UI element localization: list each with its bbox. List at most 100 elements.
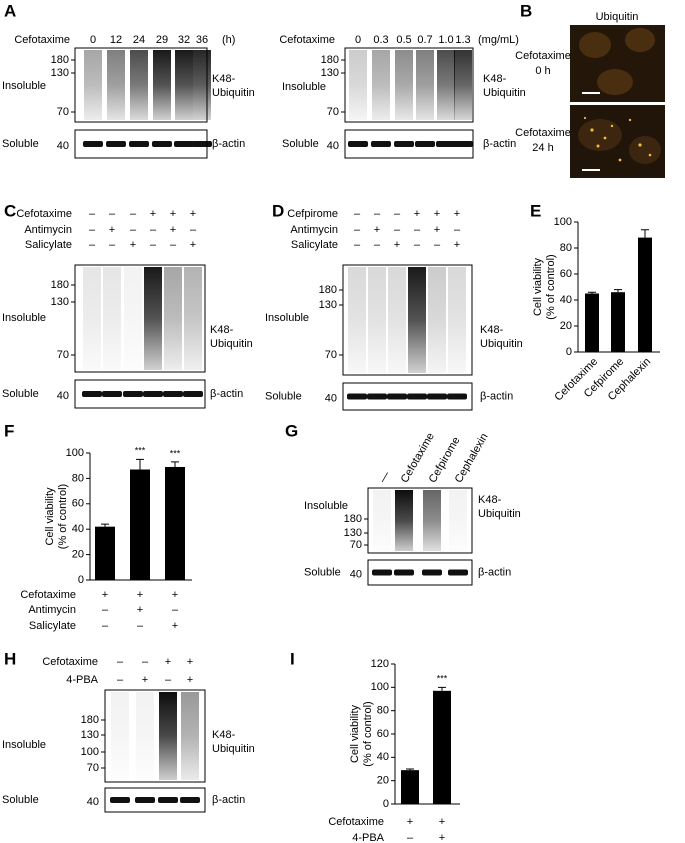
- image-title: Ubiquitin: [596, 11, 639, 23]
- insoluble-label: Insoluble: [2, 312, 46, 324]
- row-label: Cefotaxime: [20, 589, 76, 601]
- marker-label: 180: [81, 714, 99, 726]
- actin-band: [143, 391, 163, 397]
- lane-label: –: [190, 224, 197, 236]
- actin-band: [129, 141, 149, 147]
- actin-band: [347, 393, 367, 400]
- image-label: Cefotaxime: [515, 127, 571, 139]
- lane-label: –: [414, 239, 421, 251]
- unit-label: (mg/mL): [478, 34, 519, 46]
- actin-band: [415, 141, 435, 147]
- lane-label: –: [117, 656, 124, 668]
- error-bar: [641, 229, 649, 238]
- lane-label: –: [354, 208, 361, 220]
- marker-label: 130: [51, 296, 69, 308]
- lane-label: –: [434, 239, 441, 251]
- actin-band: [394, 569, 414, 576]
- smear: [428, 267, 446, 373]
- y-tick-label: 20: [560, 320, 572, 332]
- panel-letter: I: [290, 649, 295, 668]
- row-label: Antimycin: [290, 224, 338, 236]
- lane-label: +: [374, 224, 380, 236]
- actin-band: [110, 797, 130, 803]
- lane-label: –: [150, 239, 157, 251]
- lane-label: 0.5: [396, 34, 411, 46]
- marker-label: 180: [321, 54, 339, 66]
- soluble-label: Soluble: [2, 388, 39, 400]
- y-tick-label: 40: [377, 751, 389, 763]
- y-tick-label: 100: [371, 681, 389, 693]
- antibody-label: K48-: [212, 729, 236, 741]
- antibody-label: K48-: [478, 494, 502, 506]
- actin-band: [372, 569, 392, 576]
- y-axis-label: Cell viability: [44, 487, 56, 546]
- smear: [136, 692, 154, 780]
- smear: [437, 50, 455, 120]
- lane-label: +: [109, 224, 115, 236]
- antibody-label: Ubiquitin: [212, 87, 255, 99]
- smear: [372, 50, 390, 120]
- y-tick-label: 60: [560, 268, 572, 280]
- soluble-label: Soluble: [282, 138, 319, 150]
- antibody-label: K48-: [212, 73, 236, 85]
- panel-letter: H: [4, 649, 16, 668]
- smear: [368, 267, 386, 373]
- lane-label: –: [89, 239, 96, 251]
- lane-label: +: [454, 208, 460, 220]
- lane-label: –: [130, 208, 137, 220]
- smear: [349, 50, 367, 120]
- condition-sign: +: [439, 832, 445, 843]
- smear: [408, 267, 426, 373]
- lane-label: –: [142, 656, 149, 668]
- actin-band: [174, 141, 194, 147]
- actin-band: [163, 391, 183, 397]
- smear: [423, 490, 441, 551]
- smear: [144, 267, 162, 370]
- marker-label: 70: [57, 106, 69, 118]
- smear: [184, 267, 202, 370]
- soluble-label: Soluble: [265, 390, 302, 402]
- lane-label: –: [165, 674, 172, 686]
- lane-label: –: [374, 208, 381, 220]
- condition-sign: +: [439, 816, 445, 828]
- smear: [449, 490, 467, 551]
- actin-band: [82, 391, 102, 397]
- y-tick-label: 40: [72, 523, 84, 535]
- antibody-label: Ubiquitin: [210, 338, 253, 350]
- lane-label: –: [394, 224, 401, 236]
- lane-label: 29: [156, 34, 168, 46]
- lane-label: +: [190, 208, 196, 220]
- lane-label: 0.7: [417, 34, 432, 46]
- error-bar: [101, 523, 109, 527]
- lane-label: –: [374, 239, 381, 251]
- row-label: Cefotaxime: [328, 816, 384, 828]
- panel-letter: A: [4, 1, 16, 20]
- smear: [103, 267, 121, 370]
- lane-label: +: [187, 656, 193, 668]
- smear: [448, 267, 466, 373]
- actin-band: [83, 141, 103, 147]
- lane-label: 1.3: [455, 34, 470, 46]
- actin-band: [448, 569, 468, 576]
- insoluble-label: Insoluble: [304, 500, 348, 512]
- row-label: Cefotaxime: [14, 34, 70, 46]
- lane-label: 12: [110, 34, 122, 46]
- blot-soluble: [342, 382, 473, 411]
- y-axis-label: Cell viability: [532, 257, 544, 316]
- lane-label: –: [89, 224, 96, 236]
- smear: [130, 50, 148, 120]
- antibody-label: Ubiquitin: [478, 508, 521, 520]
- loading-label: β-actin: [212, 794, 245, 806]
- actin-band: [135, 797, 155, 803]
- marker-label: 70: [327, 106, 339, 118]
- smear: [175, 50, 193, 120]
- marker-label: 70: [350, 539, 362, 551]
- marker-label: 180: [51, 54, 69, 66]
- actin-band: [180, 797, 200, 803]
- loading-label: β-actin: [478, 566, 511, 578]
- panel-letter: D: [272, 201, 284, 220]
- antibody-label: Ubiquitin: [212, 743, 255, 755]
- cell: [578, 119, 622, 151]
- row-label: 4-PBA: [352, 832, 384, 843]
- smear: [395, 490, 413, 551]
